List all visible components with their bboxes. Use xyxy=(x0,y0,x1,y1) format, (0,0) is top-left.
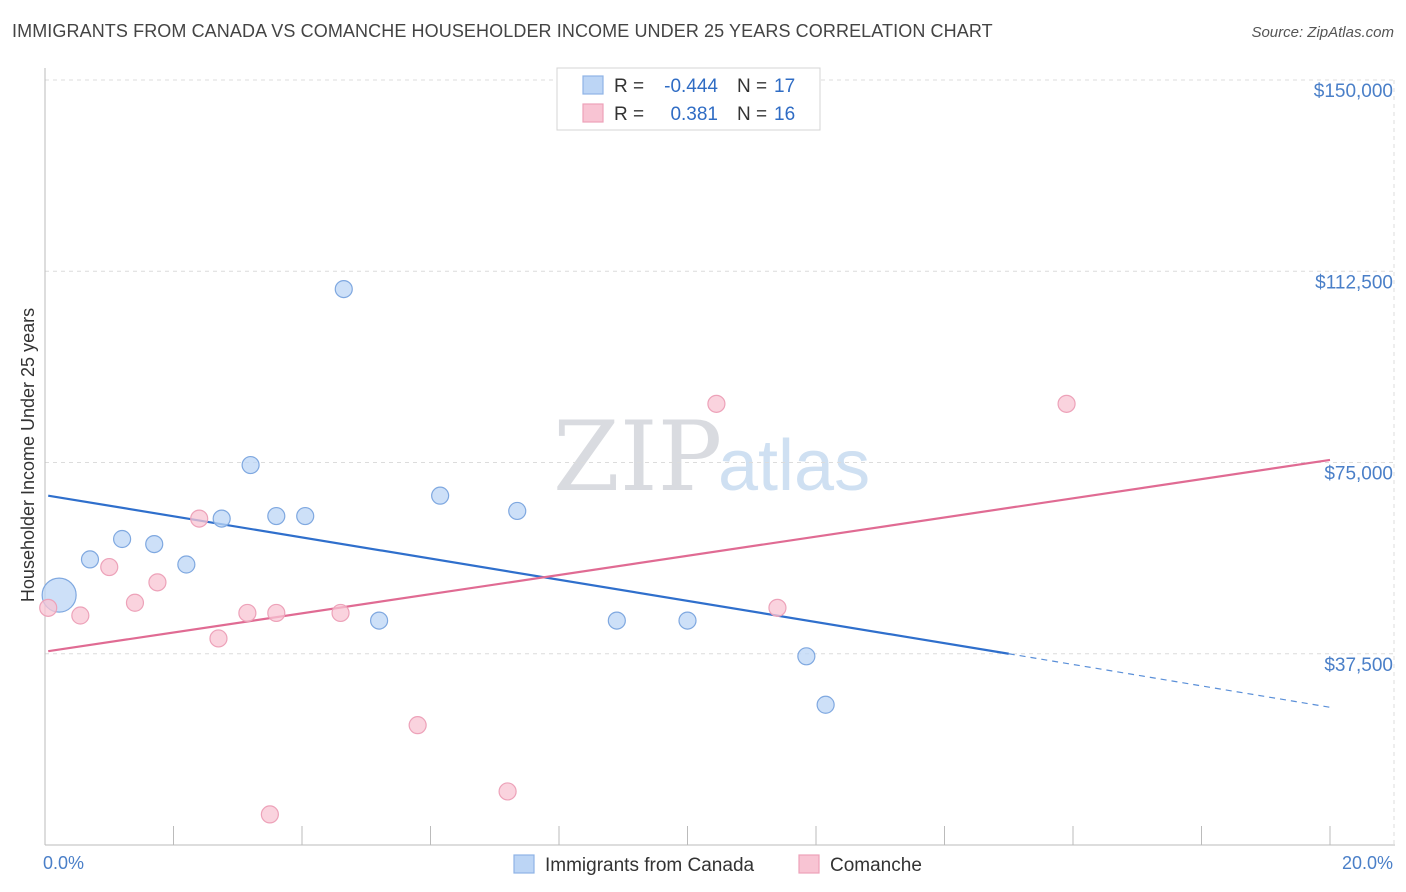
point-canada-8 xyxy=(296,506,315,526)
y-tick-label-2: $112,500 xyxy=(1315,272,1393,293)
legend-swatch-blue xyxy=(582,75,604,95)
point-canada-5 xyxy=(212,509,231,528)
chart-title: IMMIGRANTS FROM CANADA VS COMANCHE HOUSE… xyxy=(12,21,993,41)
legend-r-value-1: -0.444 xyxy=(664,76,718,97)
watermark: ZIP atlas xyxy=(553,401,870,513)
point-canada-3 xyxy=(145,534,164,554)
point-comanche-8 xyxy=(267,603,286,623)
y-tick-labels: $37,500 $75,000 $112,500 $150,000 xyxy=(1314,81,1393,676)
point-comanche-1 xyxy=(71,606,90,625)
point-canada-1 xyxy=(80,550,100,569)
legend-r-label-2: R = xyxy=(614,104,644,125)
legend-n-value-1: 17 xyxy=(774,76,795,97)
point-comanche-10 xyxy=(331,603,350,623)
point-comanche-4 xyxy=(148,573,167,592)
y-tick-label-3: $150,000 xyxy=(1314,81,1393,102)
watermark-atlas: atlas xyxy=(718,426,870,506)
axes xyxy=(44,68,1395,846)
legend-swatch-pink xyxy=(582,103,604,123)
legend-n-value-2: 16 xyxy=(774,104,795,125)
point-comanche-15 xyxy=(1057,394,1076,413)
legend-r-value-2: 0.381 xyxy=(670,104,718,125)
trend-line-canada-extension xyxy=(1008,653,1331,708)
point-canada-9 xyxy=(334,280,353,299)
y-tick-label-0: $37,500 xyxy=(1324,655,1393,676)
point-comanche-3 xyxy=(125,593,145,612)
data-points xyxy=(39,280,1076,824)
point-comanche-14 xyxy=(768,598,787,617)
series-legend-label-blue: Immigrants from Canada xyxy=(545,855,755,876)
point-comanche-13 xyxy=(707,394,726,413)
point-comanche-11 xyxy=(408,716,427,735)
x-tick-label-0: 0.0% xyxy=(43,853,84,873)
legend-n-label-2: N = xyxy=(737,104,767,125)
point-comanche-0 xyxy=(39,598,58,617)
point-comanche-2 xyxy=(100,557,119,577)
point-canada-16 xyxy=(816,695,835,714)
series-legend: Immigrants from Canada Comanche xyxy=(513,854,922,876)
point-canada-11 xyxy=(431,486,450,505)
legend-n-label-1: N = xyxy=(737,76,767,97)
trend-lines xyxy=(48,458,1331,708)
series-legend-swatch-pink xyxy=(798,854,820,874)
correlation-legend: R = -0.444 N = 17 R = 0.381 N = 16 xyxy=(556,67,821,131)
point-canada-14 xyxy=(678,611,697,630)
point-canada-6 xyxy=(241,455,260,475)
x-tick-labels: 0.0% 20.0% xyxy=(43,853,1393,873)
y-axis-label: Householder Income Under 25 years xyxy=(18,308,38,602)
point-comanche-12 xyxy=(498,782,517,801)
point-canada-12 xyxy=(508,501,527,521)
legend-r-label-1: R = xyxy=(614,76,644,97)
trend-line-canada xyxy=(48,494,1009,655)
point-comanche-6 xyxy=(209,629,228,648)
point-comanche-9 xyxy=(260,805,279,824)
point-canada-7 xyxy=(267,506,286,526)
point-canada-10 xyxy=(370,611,389,630)
point-comanche-5 xyxy=(190,509,209,528)
series-legend-swatch-blue xyxy=(513,854,535,874)
y-tick-label-1: $75,000 xyxy=(1324,464,1393,485)
point-canada-2 xyxy=(112,529,132,549)
point-canada-4 xyxy=(177,555,196,574)
x-tick-label-1: 20.0% xyxy=(1342,853,1393,873)
trend-line-comanche xyxy=(48,458,1331,653)
watermark-zip: ZIP xyxy=(553,401,722,513)
point-canada-15 xyxy=(797,647,816,666)
source-label: Source: ZipAtlas.com xyxy=(1251,24,1394,41)
series-legend-label-pink: Comanche xyxy=(830,855,922,876)
point-canada-13 xyxy=(607,611,626,630)
point-comanche-7 xyxy=(238,603,257,623)
